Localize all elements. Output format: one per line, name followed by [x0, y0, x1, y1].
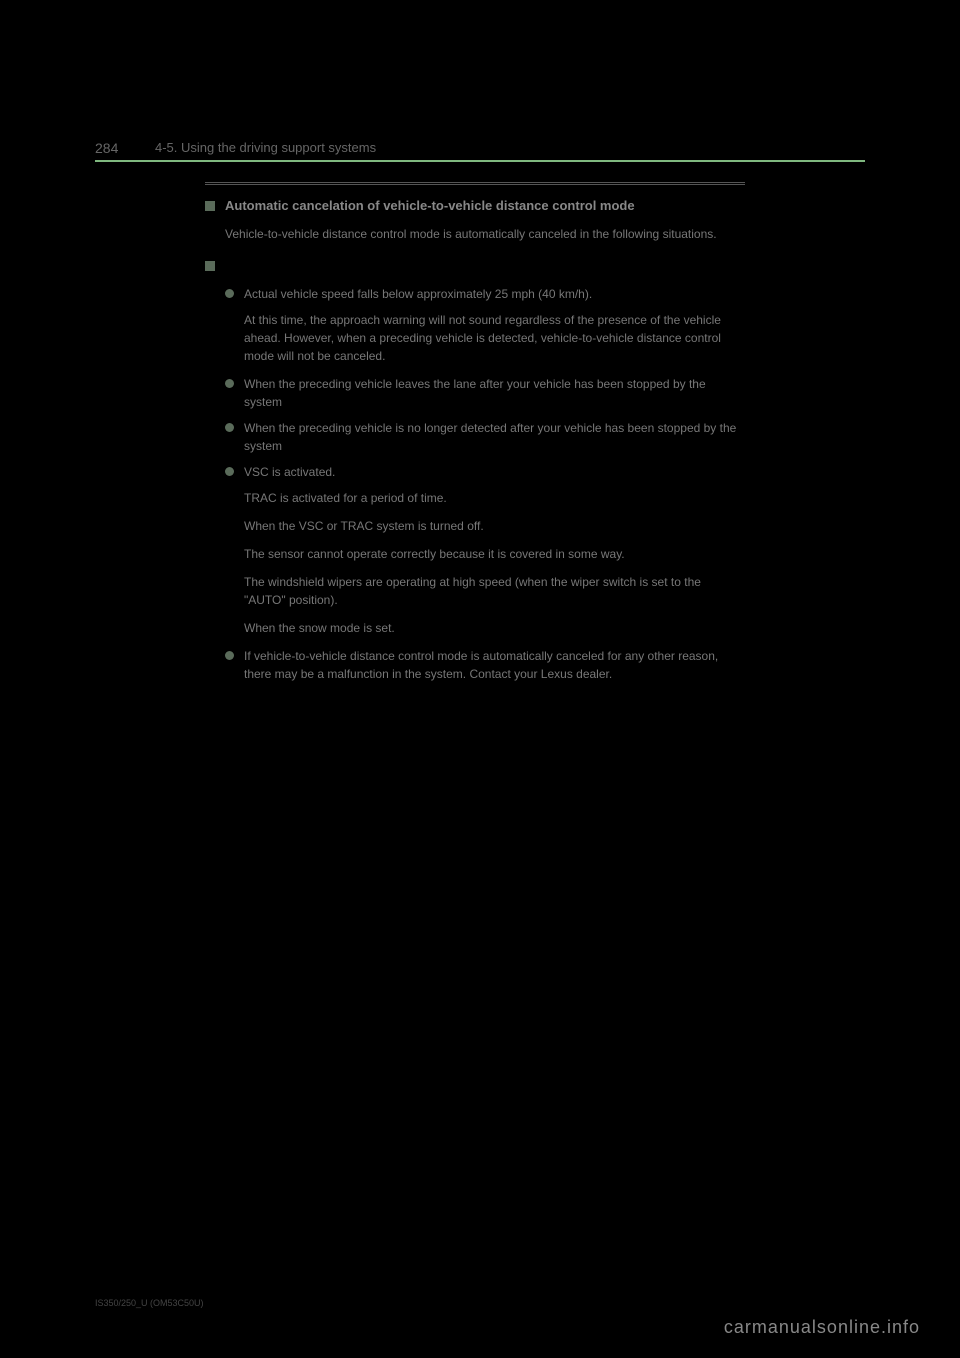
header-divider [95, 160, 865, 162]
bullet-text: When the preceding vehicle leaves the la… [244, 375, 745, 411]
section-body: Vehicle-to-vehicle distance control mode… [225, 225, 745, 243]
bullet-item: If vehicle-to-vehicle distance control m… [225, 647, 745, 683]
round-bullet-icon [225, 423, 234, 432]
bullet-item: When the preceding vehicle leaves the la… [225, 375, 745, 411]
bullet-body: At this time, the approach warning will … [244, 311, 745, 365]
round-bullet-icon [225, 379, 234, 388]
footer-code: IS350/250_U (OM53C50U) [95, 1298, 204, 1308]
content-area: Automatic cancelation of vehicle-to-vehi… [205, 182, 745, 683]
header-area: 284 4-5. Using the driving support syste… [95, 160, 865, 162]
bullet-text: Actual vehicle speed falls below approxi… [244, 285, 592, 303]
bullet-body-line: The sensor cannot operate correctly beca… [244, 545, 745, 563]
bullet-body-line: When the snow mode is set. [244, 619, 745, 637]
square-bullet-icon [205, 201, 215, 211]
footer-watermark: carmanualsonline.info [724, 1317, 920, 1338]
bullet-text: VSC is activated. [244, 463, 335, 481]
bullet-text: When the preceding vehicle is no longer … [244, 419, 745, 455]
content-divider [205, 182, 745, 185]
bullet-item: Actual vehicle speed falls below approxi… [225, 285, 745, 303]
bullet-text: If vehicle-to-vehicle distance control m… [244, 647, 745, 683]
bullet-body-line: When the VSC or TRAC system is turned of… [244, 517, 745, 535]
bullet-body-line: The windshield wipers are operating at h… [244, 573, 745, 609]
round-bullet-icon [225, 467, 234, 476]
page-container: 284 4-5. Using the driving support syste… [0, 0, 960, 1358]
section-heading: Automatic cancelation of vehicle-to-vehi… [205, 197, 745, 215]
round-bullet-icon [225, 651, 234, 660]
section-title: Automatic cancelation of vehicle-to-vehi… [225, 197, 635, 215]
square-bullet-icon [205, 261, 215, 271]
bullet-item: When the preceding vehicle is no longer … [225, 419, 745, 455]
bullet-item: VSC is activated. [225, 463, 745, 481]
bullet-body-line: TRAC is activated for a period of time. [244, 489, 745, 507]
page-number: 284 [95, 140, 118, 156]
section-title [225, 257, 229, 275]
round-bullet-icon [225, 289, 234, 298]
breadcrumb: 4-5. Using the driving support systems [155, 140, 376, 155]
section-heading [205, 257, 745, 275]
